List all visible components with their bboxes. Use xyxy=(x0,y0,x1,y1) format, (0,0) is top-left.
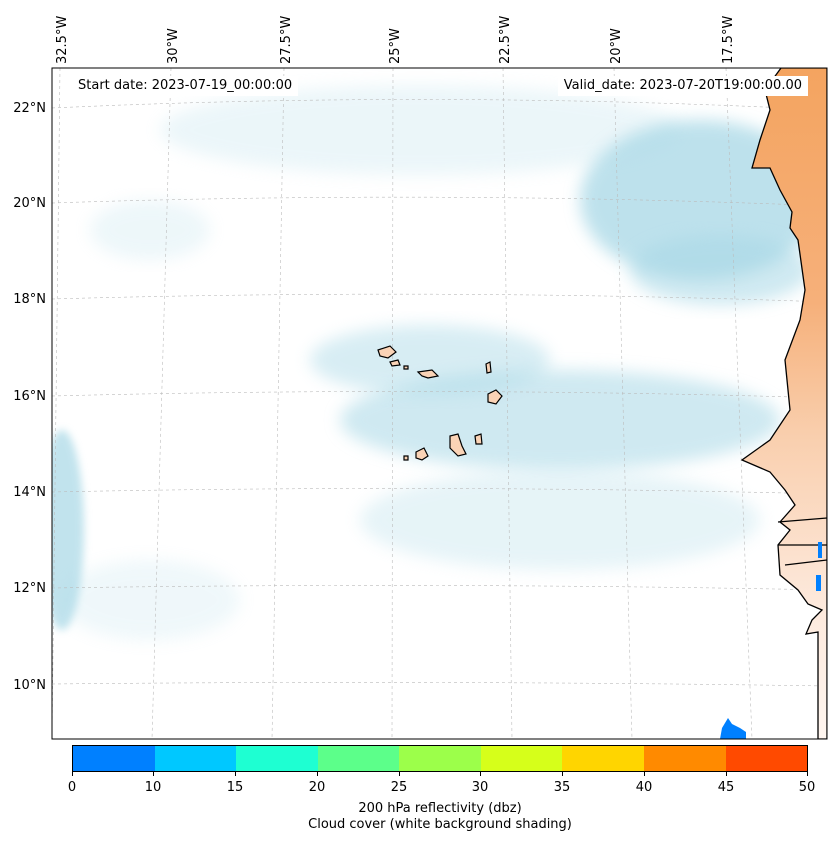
valid-date-label: Valid_date: 2023-07-20T19:00:00.00 xyxy=(557,76,808,96)
meridian-20w xyxy=(613,68,633,739)
cape-verde-islands xyxy=(377,345,503,461)
lon-label-4: 25°W xyxy=(388,28,403,64)
colorbar-tick-mark xyxy=(72,772,73,776)
cloud-patch-northwest xyxy=(90,200,210,260)
island-fogo xyxy=(415,447,429,461)
latitude-labels: 22°N 20°N 18°N 16°N 14°N 12°N 10°N xyxy=(13,101,46,693)
island-boa-vista xyxy=(487,389,503,405)
cloud-band-north xyxy=(160,85,680,175)
colorbar-tick-mark xyxy=(807,772,808,776)
parallel-12n xyxy=(52,585,827,591)
lat-label-7: 10°N xyxy=(13,678,46,693)
island-brava xyxy=(403,455,409,461)
colorbar-segment-20-25 xyxy=(317,746,400,771)
island-santa-luzia xyxy=(403,365,409,370)
lat-label-2: 20°N xyxy=(13,196,46,211)
colorbar-tick-mark xyxy=(399,772,400,776)
start-date-label: Start date: 2023-07-19_00:00:00 xyxy=(72,76,299,96)
gridlines xyxy=(52,68,827,739)
colorbar-tick-label: 30 xyxy=(471,780,489,795)
colorbar-tick-mark xyxy=(562,772,563,776)
lon-label-7: 17.5°W xyxy=(721,16,736,64)
colorbar-tick-label: 0 xyxy=(67,780,77,795)
parallel-16n xyxy=(52,391,827,399)
colorbar-tick-label: 20 xyxy=(308,780,326,795)
cloud-patch-southwest xyxy=(60,560,240,640)
lat-label-1: 22°N xyxy=(13,101,46,116)
colorbar-tick-label: 45 xyxy=(717,780,735,795)
island-santo-antao xyxy=(377,345,397,359)
colorbar-tick-mark xyxy=(235,772,236,776)
colorbar-tick-label: 25 xyxy=(390,780,408,795)
colorbar-title: 200 hPa reflectivity (dbz) xyxy=(358,801,522,816)
colorbar-segment-10-15 xyxy=(154,746,237,771)
colorbar-segment-30-35 xyxy=(480,746,563,771)
meridian-27-5w xyxy=(271,68,285,739)
colorbar-tick-label: 50 xyxy=(798,780,816,795)
colorbar-tick-mark xyxy=(153,772,154,776)
west-africa-land xyxy=(740,68,827,739)
lat-label-4: 16°N xyxy=(13,389,46,404)
reflectivity-echoes xyxy=(720,542,822,739)
lon-label-5: 22.5°W xyxy=(498,16,513,64)
colorbar-segment-35-40 xyxy=(562,746,644,771)
colorbar-segment-0-10 xyxy=(73,746,155,771)
lon-label-1: 32.5°W xyxy=(55,16,70,64)
lon-label-6: 20°W xyxy=(609,28,624,64)
colorbar-subtitle: Cloud cover (white background shading) xyxy=(308,817,572,832)
cloud-band-south xyxy=(360,470,760,570)
colorbar-segment-25-30 xyxy=(399,746,481,771)
cloud-band-islands xyxy=(310,325,550,395)
cloud-cover xyxy=(52,85,820,640)
parallel-20n xyxy=(52,196,827,207)
island-santiago xyxy=(449,433,467,457)
island-maio xyxy=(474,433,483,445)
cloud-band-northeast-edge xyxy=(630,235,810,305)
parallel-22n xyxy=(52,99,827,111)
meridian-32-5w xyxy=(52,68,61,739)
meridian-17-5w xyxy=(725,68,753,739)
colorbar-tick-mark xyxy=(317,772,318,776)
lon-label-2: 30°W xyxy=(166,28,181,64)
parallel-14n xyxy=(52,488,827,495)
map-frame xyxy=(51,67,828,740)
echo-east-2 xyxy=(816,575,821,591)
meridian-22-5w xyxy=(502,68,513,739)
echo-south xyxy=(720,718,746,739)
meridian-30w xyxy=(151,68,172,739)
colorbar-tick-label: 35 xyxy=(553,780,571,795)
colorbar-tick-label: 10 xyxy=(144,780,162,795)
lat-label-6: 12°N xyxy=(13,581,46,596)
colorbar-tick-mark xyxy=(726,772,727,776)
island-sal xyxy=(485,361,492,374)
map-area xyxy=(52,68,827,739)
colorbar-tick-mark xyxy=(480,772,481,776)
colorbar-tick-mark xyxy=(644,772,645,776)
colorbar-segment-15-20 xyxy=(236,746,318,771)
colorbar-segment-40-45 xyxy=(643,746,726,771)
lon-label-3: 27.5°W xyxy=(279,16,294,64)
meridian-25w xyxy=(391,68,394,739)
lat-label-3: 18°N xyxy=(13,292,46,307)
parallel-18n xyxy=(52,293,827,303)
colorbar-tick-label: 40 xyxy=(635,780,653,795)
colorbar-tick-label: 15 xyxy=(226,780,244,795)
colorbar xyxy=(72,745,808,772)
longitude-labels: 32.5°W 30°W 27.5°W 25°W 22.5°W 20°W 17.5… xyxy=(55,16,736,64)
island-sao-vicente xyxy=(389,359,401,367)
island-sao-nicolau xyxy=(416,369,440,379)
parallel-10n xyxy=(52,682,827,687)
colorbar-segment-45-50 xyxy=(725,746,808,771)
lat-label-5: 14°N xyxy=(13,485,46,500)
echo-east-1 xyxy=(818,542,822,558)
